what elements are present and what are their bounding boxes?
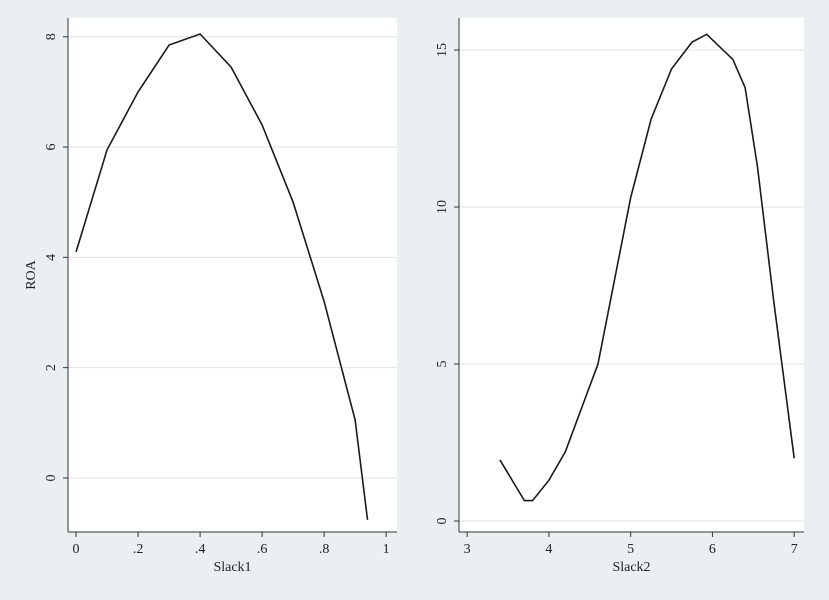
x-axis-title: Slack2 — [612, 560, 650, 575]
y-tick-label: 4 — [44, 254, 59, 261]
x-tick-label: .4 — [195, 542, 206, 557]
x-tick-label: 0 — [73, 542, 80, 557]
x-tick-label: 1 — [383, 542, 390, 557]
plot-area — [459, 18, 804, 532]
y-tick-label: 15 — [435, 43, 450, 57]
y-tick-label: 10 — [435, 200, 450, 214]
plot-area — [68, 18, 397, 532]
x-tick-label: 3 — [464, 542, 471, 557]
line — [75, 33, 369, 520]
y-tick-label: 6 — [44, 144, 59, 151]
x-tick-label: .2 — [133, 542, 144, 557]
x-tick-label: 4 — [545, 542, 552, 557]
y-tick-label: 0 — [44, 474, 59, 481]
y-tick-label: 5 — [435, 361, 450, 368]
x-tick-label: 5 — [627, 542, 634, 557]
y-tick-label: 2 — [44, 364, 59, 371]
x-tick-label: .6 — [257, 542, 268, 557]
x-axis-title: Slack1 — [213, 560, 251, 575]
y-tick-label: 0 — [435, 518, 450, 525]
y-tick-label: 8 — [44, 33, 59, 40]
line — [499, 33, 795, 502]
y-axis-title: ROA — [24, 259, 39, 289]
x-tick-label: 6 — [709, 542, 716, 557]
x-tick-label: .8 — [319, 542, 330, 557]
x-tick-label: 7 — [791, 542, 798, 557]
